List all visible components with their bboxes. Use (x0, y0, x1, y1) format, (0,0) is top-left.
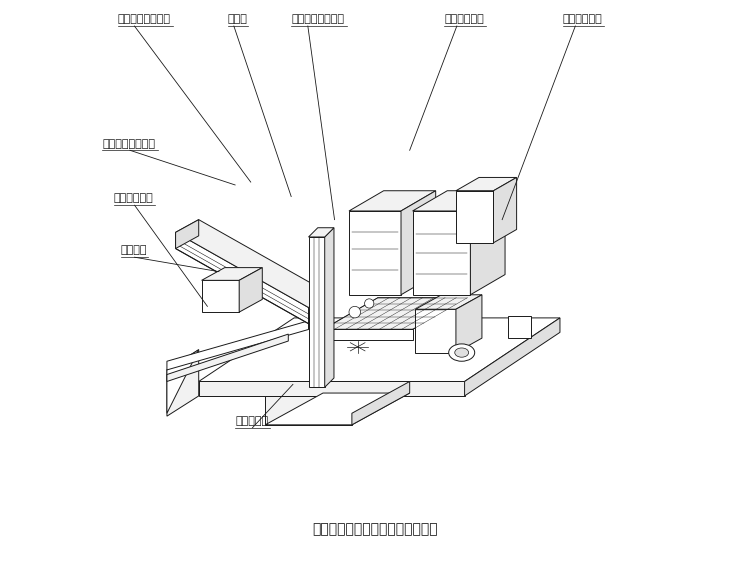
Polygon shape (167, 334, 288, 381)
Text: 拆去上蓋試樣排列: 拆去上蓋試樣排列 (291, 14, 344, 24)
Polygon shape (413, 191, 505, 211)
Polygon shape (202, 280, 239, 312)
Text: 液氮控制阀: 液氮控制阀 (235, 416, 268, 426)
Ellipse shape (454, 348, 469, 357)
Polygon shape (323, 329, 413, 340)
Polygon shape (167, 321, 308, 370)
Polygon shape (202, 268, 262, 280)
Polygon shape (323, 298, 467, 329)
Polygon shape (176, 220, 199, 249)
Polygon shape (266, 396, 352, 425)
Circle shape (364, 299, 374, 308)
Polygon shape (176, 220, 332, 307)
Polygon shape (470, 191, 505, 295)
Polygon shape (266, 393, 410, 425)
Polygon shape (401, 191, 436, 295)
Polygon shape (239, 268, 262, 312)
Polygon shape (167, 350, 199, 416)
Circle shape (349, 306, 361, 318)
Polygon shape (176, 232, 308, 324)
Polygon shape (199, 381, 464, 396)
Polygon shape (416, 295, 482, 309)
Polygon shape (456, 295, 482, 353)
Polygon shape (325, 228, 334, 387)
Text: 低溫室、試樣排列及自動送樣裝置: 低溫室、試樣排列及自動送樣裝置 (312, 522, 438, 536)
Polygon shape (494, 177, 517, 243)
Polygon shape (401, 211, 412, 236)
Text: 試樣架: 試樣架 (227, 14, 248, 24)
Polygon shape (416, 309, 456, 353)
Text: 縱向夾樣氣缸組件: 縱向夾樣氣缸組件 (102, 139, 155, 149)
Text: 定位氣缸組件: 定位氣缸組件 (562, 14, 602, 24)
Polygon shape (308, 228, 334, 237)
Polygon shape (167, 350, 199, 413)
Ellipse shape (448, 344, 475, 361)
Polygon shape (308, 237, 325, 387)
Polygon shape (349, 191, 436, 211)
Polygon shape (456, 177, 517, 191)
Polygon shape (199, 318, 560, 381)
Polygon shape (352, 381, 410, 425)
Polygon shape (464, 318, 560, 396)
Polygon shape (456, 191, 494, 243)
Polygon shape (349, 211, 401, 295)
Polygon shape (508, 316, 531, 338)
Text: 橫向夾樣氣缸組件: 橫向夾樣氣缸組件 (118, 14, 171, 24)
Text: 頂緊氣缸組件: 頂緊氣缸組件 (444, 14, 484, 24)
Text: 送樣氣缸組件: 送樣氣缸組件 (114, 194, 154, 203)
Polygon shape (413, 211, 470, 295)
Text: 高低溫室: 高低溫室 (121, 246, 147, 255)
